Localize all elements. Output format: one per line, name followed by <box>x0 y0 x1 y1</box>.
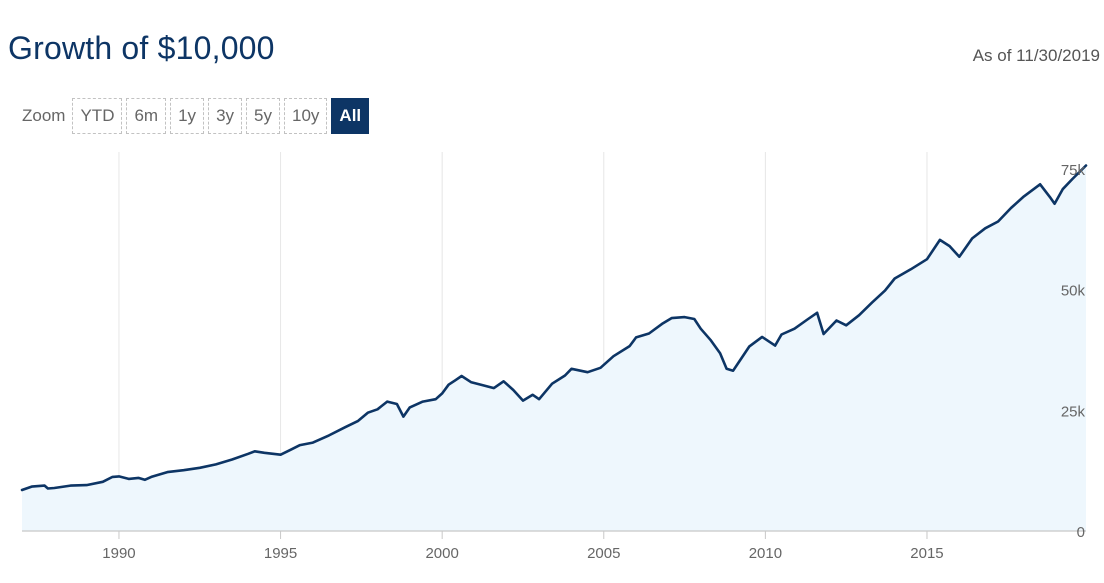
y-tick-label: 75k <box>1061 162 1086 179</box>
zoom-ytd-button[interactable]: YTD <box>72 98 123 134</box>
zoom-6m-button[interactable]: 6m <box>126 98 167 134</box>
zoom-3y-button[interactable]: 3y <box>208 98 243 134</box>
y-tick-label: 25k <box>1061 403 1086 420</box>
growth-area-fill <box>22 165 1086 531</box>
x-axis-labels: 1990 1995 2000 2005 2010 2015 <box>102 531 944 562</box>
as-of-date: As of 11/30/2019 <box>972 46 1100 65</box>
x-tick-label: 2005 <box>587 545 620 562</box>
growth-series-line <box>20 164 1088 492</box>
x-tick-label: 2015 <box>910 545 943 562</box>
y-axis-labels: 0 25k 50k 75k <box>1061 162 1086 541</box>
zoom-10y-button[interactable]: 10y <box>284 98 328 134</box>
y-tick-label: 0 <box>1077 524 1085 541</box>
x-tick-label: 2010 <box>749 545 782 562</box>
x-tick-label: 1990 <box>102 545 135 562</box>
y-tick-label: 50k <box>1061 283 1086 300</box>
x-tick-label: 1995 <box>264 545 297 562</box>
zoom-5y-button[interactable]: 5y <box>246 98 280 134</box>
zoom-1y-button[interactable]: 1y <box>170 98 205 134</box>
zoom-all-button[interactable]: All <box>331 98 370 134</box>
page-title: Growth of $10,000 <box>8 30 275 66</box>
x-tick-label: 2000 <box>425 545 458 562</box>
zoom-label: Zoom <box>22 106 66 125</box>
zoom-controls: Zoom YTD 6m 1y 3y 5y 10y All <box>22 97 370 135</box>
